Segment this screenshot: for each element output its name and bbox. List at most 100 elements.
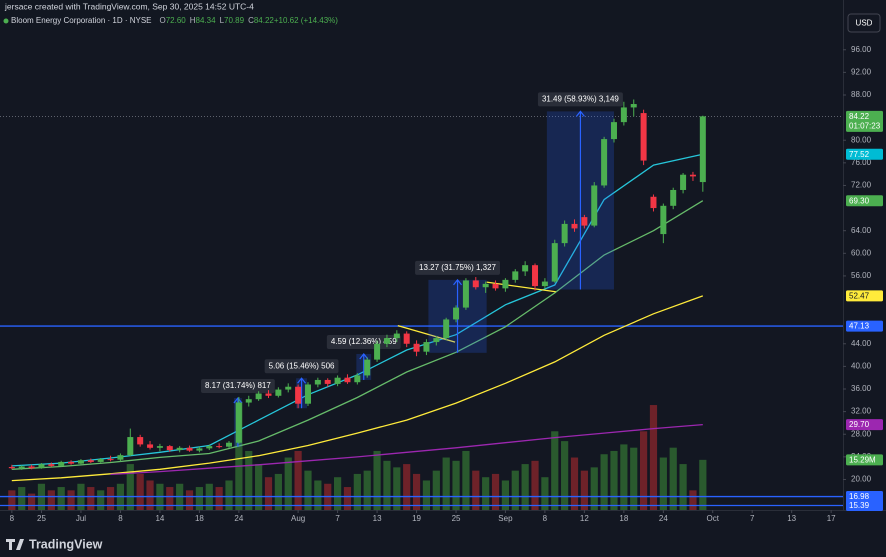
volume-bar	[353, 473, 361, 510]
x-tick-label: 24	[234, 514, 243, 523]
volume-bar	[472, 470, 480, 510]
volume-bar	[274, 473, 282, 510]
candle-body	[255, 393, 262, 400]
volume-bar	[67, 490, 75, 510]
volume-bar	[432, 470, 440, 510]
y-tick-label: 32.00	[851, 407, 872, 416]
price-tag-label: 69.30	[849, 196, 870, 205]
candle-body	[433, 338, 440, 343]
candle-body	[265, 393, 272, 396]
volume-bar	[314, 480, 322, 510]
trend-line	[486, 281, 556, 293]
measure-label: 31.49 (58.93%) 3,149	[542, 94, 619, 103]
volume-bar	[373, 450, 381, 510]
volume-bar	[551, 431, 559, 510]
candle-body	[453, 307, 460, 320]
price-tag-label: 15.39	[849, 501, 870, 510]
candle-body	[522, 265, 529, 272]
volume-bar	[8, 490, 16, 510]
candle-body	[216, 446, 223, 448]
x-tick-label: Aug	[291, 514, 305, 523]
volume-bar	[521, 464, 529, 510]
candle-body	[610, 122, 617, 140]
volume-bar	[57, 487, 65, 510]
volume-bar	[491, 473, 500, 510]
volume-bar	[600, 454, 608, 510]
volume-bar	[27, 493, 36, 510]
candle-body	[601, 139, 608, 186]
x-tick-label: 14	[155, 514, 164, 523]
y-tick-label: 88.00	[851, 90, 872, 99]
candle-body	[166, 446, 173, 451]
x-tick-label: 7	[335, 514, 340, 523]
volume-bar	[343, 487, 352, 510]
x-tick-label: 19	[412, 514, 421, 523]
currency[interactable]: USD	[856, 19, 873, 28]
candle-body	[107, 459, 114, 461]
volume-bar	[541, 477, 549, 510]
candle-body	[344, 377, 351, 383]
candle-body	[117, 455, 124, 460]
volume-bar	[659, 457, 667, 510]
ohlc-value: 84.34	[196, 16, 217, 25]
volume-bar	[630, 447, 638, 510]
candle-body	[443, 319, 450, 339]
candle-body	[462, 280, 469, 308]
status-dot	[3, 18, 9, 24]
price-tag-label: 16.98	[849, 492, 870, 501]
candle-body	[176, 447, 183, 451]
volume-bar	[126, 464, 134, 510]
candle-body	[561, 223, 568, 244]
candle-body	[235, 402, 242, 443]
volume-bar	[255, 464, 263, 510]
volume-bar	[284, 457, 292, 510]
volume-bar	[462, 450, 470, 510]
trend-line	[397, 325, 456, 343]
volume-bar	[363, 470, 371, 510]
volume-bar	[47, 490, 55, 510]
volume-bar	[689, 490, 697, 510]
candle-body	[532, 265, 539, 287]
volume-bar	[235, 401, 243, 510]
candle-body	[640, 113, 647, 161]
candle-body	[492, 283, 499, 289]
measure-label-bg	[326, 334, 401, 349]
ohlc-value: 72.60	[166, 16, 187, 25]
currency-button[interactable]	[847, 13, 881, 33]
candle-body	[581, 217, 588, 226]
x-tick-label: 8	[543, 514, 548, 523]
candle-body	[689, 174, 696, 177]
ohlc-key: L	[220, 16, 225, 25]
candle-body	[630, 104, 637, 108]
volume-bar	[531, 460, 539, 510]
volume-bar	[442, 457, 450, 510]
y-tick-label: 80.00	[851, 135, 872, 144]
volume-layer	[8, 401, 707, 510]
volume-bar	[393, 467, 401, 510]
measure-label-bg	[415, 260, 501, 275]
candle-body	[591, 185, 598, 226]
moving-average	[110, 423, 703, 476]
volume-bar	[620, 444, 628, 510]
price-tag	[846, 110, 883, 132]
x-tick-label: Sep	[498, 514, 513, 523]
volume-bar	[452, 460, 460, 510]
measure-arrowhead	[297, 377, 307, 384]
x-tick-label: 13	[787, 514, 796, 523]
brand: TradingView	[29, 537, 103, 551]
volume-bar	[669, 447, 677, 510]
price-tag-label: 52.47	[849, 291, 870, 300]
candle-body	[620, 107, 627, 123]
measure-label-bg	[537, 92, 623, 107]
volume-bar	[679, 464, 687, 510]
y-tick-label: 76.00	[851, 158, 872, 167]
candle-body	[147, 444, 154, 448]
volume-bar	[294, 450, 302, 510]
x-tick-label: 8	[118, 514, 123, 523]
volume-bar	[333, 477, 342, 510]
candle-body	[58, 461, 65, 466]
x-tick-label: 25	[452, 514, 461, 523]
candle-body	[314, 379, 321, 385]
x-tick-label: 7	[750, 514, 755, 523]
